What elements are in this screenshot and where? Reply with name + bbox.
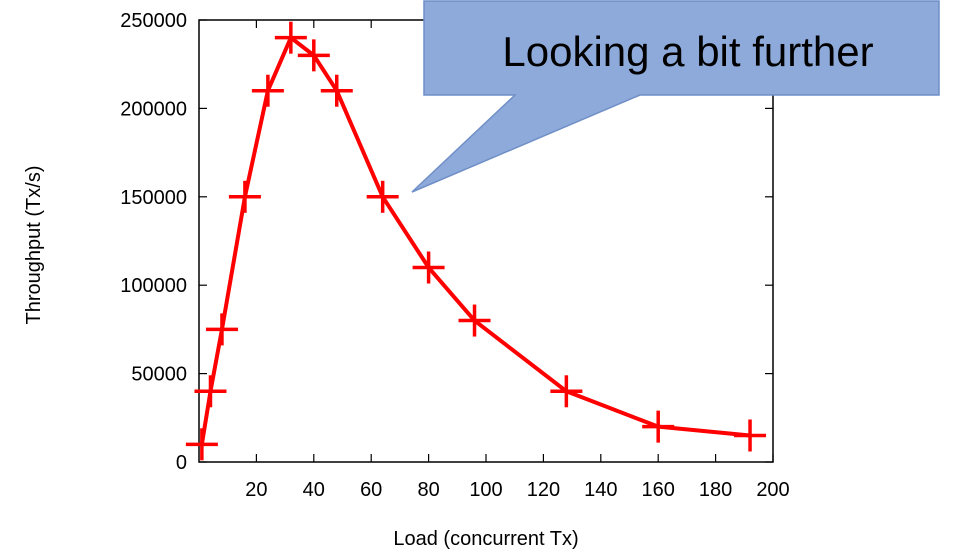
x-tick-label: 80: [417, 479, 439, 501]
data-point-marker: [205, 313, 238, 346]
x-axis: 20 40 60 80 100 120 140 160 180 200: [245, 20, 790, 501]
data-point-marker: [297, 39, 330, 72]
data-point-marker: [228, 180, 261, 213]
x-tick-label: 120: [527, 479, 560, 501]
x-tick-label: 160: [642, 479, 675, 501]
data-point-marker: [734, 419, 767, 452]
data-point-marker: [458, 304, 491, 337]
y-tick-label: 100000: [120, 275, 187, 297]
y-tick-label: 200000: [120, 98, 187, 120]
data-point-marker: [550, 375, 583, 408]
series-layer: [185, 21, 767, 461]
data-point-marker: [412, 251, 445, 284]
callout-bubble: [411, 0, 940, 193]
y-tick-label: 50000: [131, 364, 187, 386]
x-tick-label: 200: [756, 479, 789, 501]
data-point-marker: [185, 428, 218, 461]
data-point-marker: [251, 74, 284, 107]
y-axis-title: Throughput (Tx/s): [23, 166, 45, 325]
data-point-marker: [366, 180, 399, 213]
data-point-marker: [194, 375, 227, 408]
y-tick-label: 0: [176, 452, 187, 474]
callout-text: Looking a bit further: [502, 28, 873, 75]
y-axis: 0 50000 100000 150000 200000 250000: [120, 10, 773, 474]
y-tick-label: 250000: [120, 10, 187, 32]
x-tick-label: 100: [469, 479, 502, 501]
series-line: [199, 35, 751, 445]
x-axis-title: Load (concurrent Tx): [393, 528, 578, 550]
callout: Looking a bit further: [411, 0, 940, 193]
data-point-marker: [320, 74, 353, 107]
data-point-marker: [274, 21, 307, 54]
x-tick-label: 60: [360, 479, 382, 501]
y-tick-label: 150000: [120, 187, 187, 209]
x-tick-label: 140: [584, 479, 617, 501]
x-tick-label: 20: [245, 479, 267, 501]
x-tick-label: 180: [699, 479, 732, 501]
x-tick-label: 40: [303, 479, 325, 501]
data-point-marker: [642, 410, 675, 443]
